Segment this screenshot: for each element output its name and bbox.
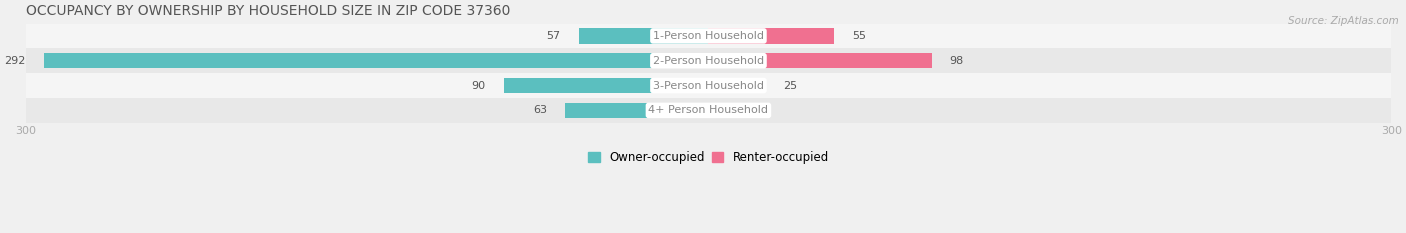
Bar: [565, 103, 709, 118]
Bar: [25, 24, 1392, 48]
Text: 1-Person Household: 1-Person Household: [652, 31, 763, 41]
Text: 4+ Person Household: 4+ Person Household: [648, 105, 769, 115]
Text: 25: 25: [783, 81, 797, 91]
Text: 90: 90: [471, 81, 485, 91]
Bar: [503, 78, 709, 93]
Bar: [709, 28, 834, 44]
Text: 63: 63: [533, 105, 547, 115]
Bar: [709, 53, 932, 69]
Text: OCCUPANCY BY OWNERSHIP BY HOUSEHOLD SIZE IN ZIP CODE 37360: OCCUPANCY BY OWNERSHIP BY HOUSEHOLD SIZE…: [25, 4, 510, 18]
Bar: [709, 103, 727, 118]
Bar: [709, 78, 765, 93]
Text: 292: 292: [4, 56, 25, 66]
Text: 3-Person Household: 3-Person Household: [652, 81, 763, 91]
Text: 98: 98: [949, 56, 965, 66]
Legend: Owner-occupied, Renter-occupied: Owner-occupied, Renter-occupied: [583, 146, 834, 168]
Bar: [579, 28, 709, 44]
Bar: [25, 98, 1392, 123]
Bar: [44, 53, 709, 69]
Bar: [25, 73, 1392, 98]
Text: 2-Person Household: 2-Person Household: [652, 56, 763, 66]
Text: 55: 55: [852, 31, 866, 41]
Text: 8: 8: [745, 105, 752, 115]
Text: 57: 57: [547, 31, 561, 41]
Text: Source: ZipAtlas.com: Source: ZipAtlas.com: [1288, 16, 1399, 26]
Bar: [25, 48, 1392, 73]
